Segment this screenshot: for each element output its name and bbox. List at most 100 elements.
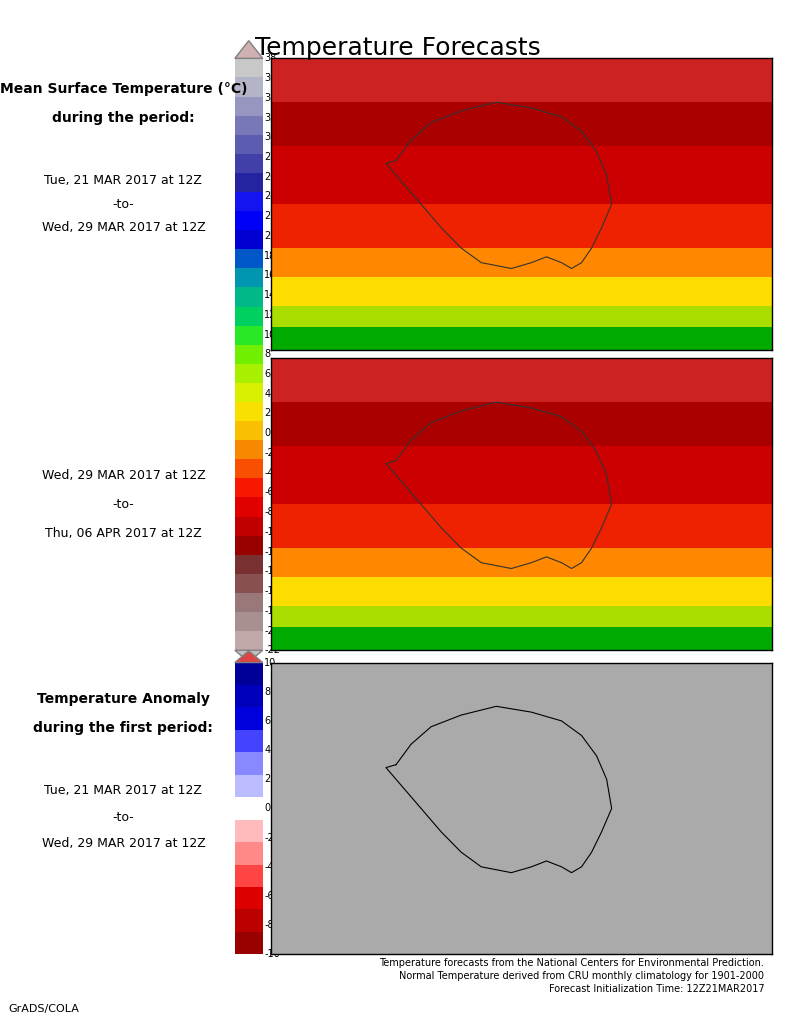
Text: -14: -14	[264, 566, 280, 577]
Polygon shape	[235, 41, 263, 58]
Text: 36: 36	[264, 73, 276, 83]
Text: 10: 10	[264, 657, 276, 668]
Bar	[235, 96, 263, 116]
Text: -10: -10	[264, 527, 280, 537]
Bar	[271, 205, 772, 248]
Text: Forecast Initialization Time: 12Z21MAR2017: Forecast Initialization Time: 12Z21MAR20…	[548, 984, 764, 994]
Text: -6: -6	[264, 487, 274, 498]
Text: Temperature forecasts from the National Centers for Environmental Prediction.: Temperature forecasts from the National …	[379, 957, 764, 968]
Text: 4: 4	[264, 389, 270, 398]
Bar	[235, 326, 263, 345]
Bar	[271, 102, 772, 145]
Text: during the period:: during the period:	[52, 111, 195, 125]
Bar	[235, 864, 263, 887]
Bar	[235, 842, 263, 864]
Text: -12: -12	[264, 547, 280, 557]
Bar	[235, 685, 263, 708]
Text: 22: 22	[264, 211, 276, 221]
Text: -6: -6	[264, 891, 274, 901]
Bar	[235, 663, 263, 685]
Text: 14: 14	[264, 290, 276, 300]
Text: Tue, 21 MAR 2017 at 12Z: Tue, 21 MAR 2017 at 12Z	[45, 784, 202, 798]
Bar	[271, 505, 772, 548]
Bar	[235, 478, 263, 498]
Text: -8: -8	[264, 507, 274, 517]
Text: GrADS/COLA: GrADS/COLA	[8, 1004, 79, 1014]
Bar	[235, 498, 263, 516]
Bar	[235, 573, 263, 593]
Bar	[271, 578, 772, 606]
Bar	[271, 278, 772, 306]
Bar	[235, 708, 263, 730]
Bar	[235, 58, 263, 78]
Bar	[235, 932, 263, 954]
Text: 0: 0	[264, 804, 270, 813]
Bar	[235, 421, 263, 440]
Bar	[235, 249, 263, 268]
Bar	[271, 327, 772, 350]
Bar	[271, 548, 772, 578]
Text: Temperature Anomaly: Temperature Anomaly	[37, 692, 210, 706]
Text: 18: 18	[264, 251, 276, 261]
Bar	[235, 345, 263, 364]
Text: 12: 12	[264, 310, 276, 319]
Text: -8: -8	[264, 921, 274, 930]
Bar	[235, 593, 263, 612]
Text: 32: 32	[264, 113, 276, 123]
Text: -16: -16	[264, 586, 280, 596]
Text: -4: -4	[264, 862, 274, 871]
Text: 38: 38	[264, 53, 276, 63]
Bar	[235, 909, 263, 932]
Bar	[235, 364, 263, 383]
Bar	[235, 154, 263, 173]
Text: -to-: -to-	[112, 811, 135, 823]
Text: 26: 26	[264, 172, 276, 181]
Bar	[271, 606, 772, 627]
Bar	[235, 230, 263, 249]
Bar	[235, 440, 263, 460]
Bar	[271, 58, 772, 102]
Text: 30: 30	[264, 132, 276, 142]
Bar	[271, 358, 772, 402]
Text: Normal Temperature derived from CRU monthly climatology for 1901-2000: Normal Temperature derived from CRU mont…	[399, 971, 764, 981]
Bar	[235, 268, 263, 288]
Bar	[235, 631, 263, 650]
Text: -to-: -to-	[112, 198, 135, 211]
Text: 2: 2	[264, 409, 271, 419]
Text: 8: 8	[264, 349, 270, 359]
Bar	[271, 402, 772, 446]
Text: 0: 0	[264, 428, 270, 438]
Text: 28: 28	[264, 152, 276, 162]
Bar	[271, 446, 772, 505]
Text: 6: 6	[264, 369, 270, 379]
Bar	[235, 536, 263, 555]
Bar	[235, 173, 263, 193]
Text: -20: -20	[264, 626, 280, 636]
Text: -2: -2	[264, 447, 274, 458]
Bar	[235, 887, 263, 909]
Bar	[235, 78, 263, 96]
Bar	[235, 798, 263, 819]
Text: Temperature Forecasts: Temperature Forecasts	[256, 36, 540, 59]
Bar	[271, 146, 772, 205]
Bar	[235, 383, 263, 402]
Text: -10: -10	[264, 949, 280, 959]
Text: 6: 6	[264, 716, 270, 726]
Text: -2: -2	[264, 833, 274, 843]
Bar	[235, 612, 263, 631]
Text: -4: -4	[264, 468, 274, 477]
Text: 4: 4	[264, 745, 270, 755]
Bar	[235, 193, 263, 211]
Text: 16: 16	[264, 270, 276, 281]
Bar	[235, 460, 263, 478]
Text: Thu, 06 APR 2017 at 12Z: Thu, 06 APR 2017 at 12Z	[45, 527, 201, 540]
Text: during the first period:: during the first period:	[33, 721, 213, 735]
Text: Tue, 21 MAR 2017 at 12Z: Tue, 21 MAR 2017 at 12Z	[45, 174, 202, 187]
Bar	[235, 116, 263, 135]
Bar	[235, 775, 263, 798]
Text: 34: 34	[264, 93, 276, 102]
Text: Wed, 29 MAR 2017 at 12Z: Wed, 29 MAR 2017 at 12Z	[41, 221, 205, 234]
Text: 2: 2	[264, 774, 271, 784]
Text: 10: 10	[264, 330, 276, 340]
Text: 24: 24	[264, 191, 276, 202]
